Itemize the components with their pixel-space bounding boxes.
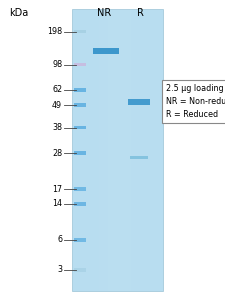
Bar bbox=[81, 9, 86, 291]
Bar bbox=[74, 187, 86, 191]
Bar bbox=[74, 238, 86, 242]
Bar bbox=[74, 125, 86, 129]
Bar bbox=[74, 151, 86, 155]
Text: 38: 38 bbox=[52, 123, 62, 132]
Bar bbox=[74, 88, 86, 92]
Text: 98: 98 bbox=[52, 60, 62, 69]
Bar bbox=[135, 9, 140, 291]
Bar bbox=[129, 156, 147, 159]
Text: 14: 14 bbox=[52, 200, 62, 208]
Bar bbox=[104, 9, 108, 291]
Bar bbox=[72, 9, 162, 291]
Text: 62: 62 bbox=[52, 85, 62, 94]
Text: 28: 28 bbox=[52, 148, 62, 158]
Bar bbox=[148, 9, 153, 291]
Text: kDa: kDa bbox=[9, 8, 28, 17]
Bar bbox=[74, 103, 86, 107]
Bar bbox=[112, 9, 117, 291]
Bar bbox=[99, 9, 104, 291]
Bar bbox=[130, 9, 135, 291]
Bar bbox=[158, 9, 162, 291]
Bar bbox=[76, 9, 81, 291]
Bar bbox=[72, 9, 76, 291]
Bar bbox=[144, 9, 148, 291]
Text: 3: 3 bbox=[57, 266, 62, 274]
Text: 49: 49 bbox=[52, 100, 62, 109]
Text: NR: NR bbox=[96, 8, 111, 17]
Bar bbox=[153, 9, 157, 291]
Bar bbox=[108, 9, 112, 291]
Bar bbox=[94, 9, 99, 291]
Bar bbox=[74, 30, 86, 33]
Text: R: R bbox=[136, 8, 143, 17]
Bar bbox=[74, 268, 86, 272]
Bar bbox=[74, 202, 86, 206]
Bar bbox=[127, 99, 150, 105]
Text: 2.5 μg loading
NR = Non-reduced
R = Reduced: 2.5 μg loading NR = Non-reduced R = Redu… bbox=[165, 84, 225, 119]
Text: 198: 198 bbox=[47, 27, 62, 36]
Bar bbox=[74, 62, 86, 66]
Bar bbox=[122, 9, 126, 291]
Bar bbox=[117, 9, 122, 291]
Bar bbox=[126, 9, 130, 291]
Text: 17: 17 bbox=[52, 184, 62, 194]
Bar bbox=[90, 9, 94, 291]
Text: 6: 6 bbox=[57, 236, 62, 244]
Bar bbox=[86, 9, 90, 291]
Bar bbox=[140, 9, 144, 291]
Bar bbox=[93, 48, 119, 54]
